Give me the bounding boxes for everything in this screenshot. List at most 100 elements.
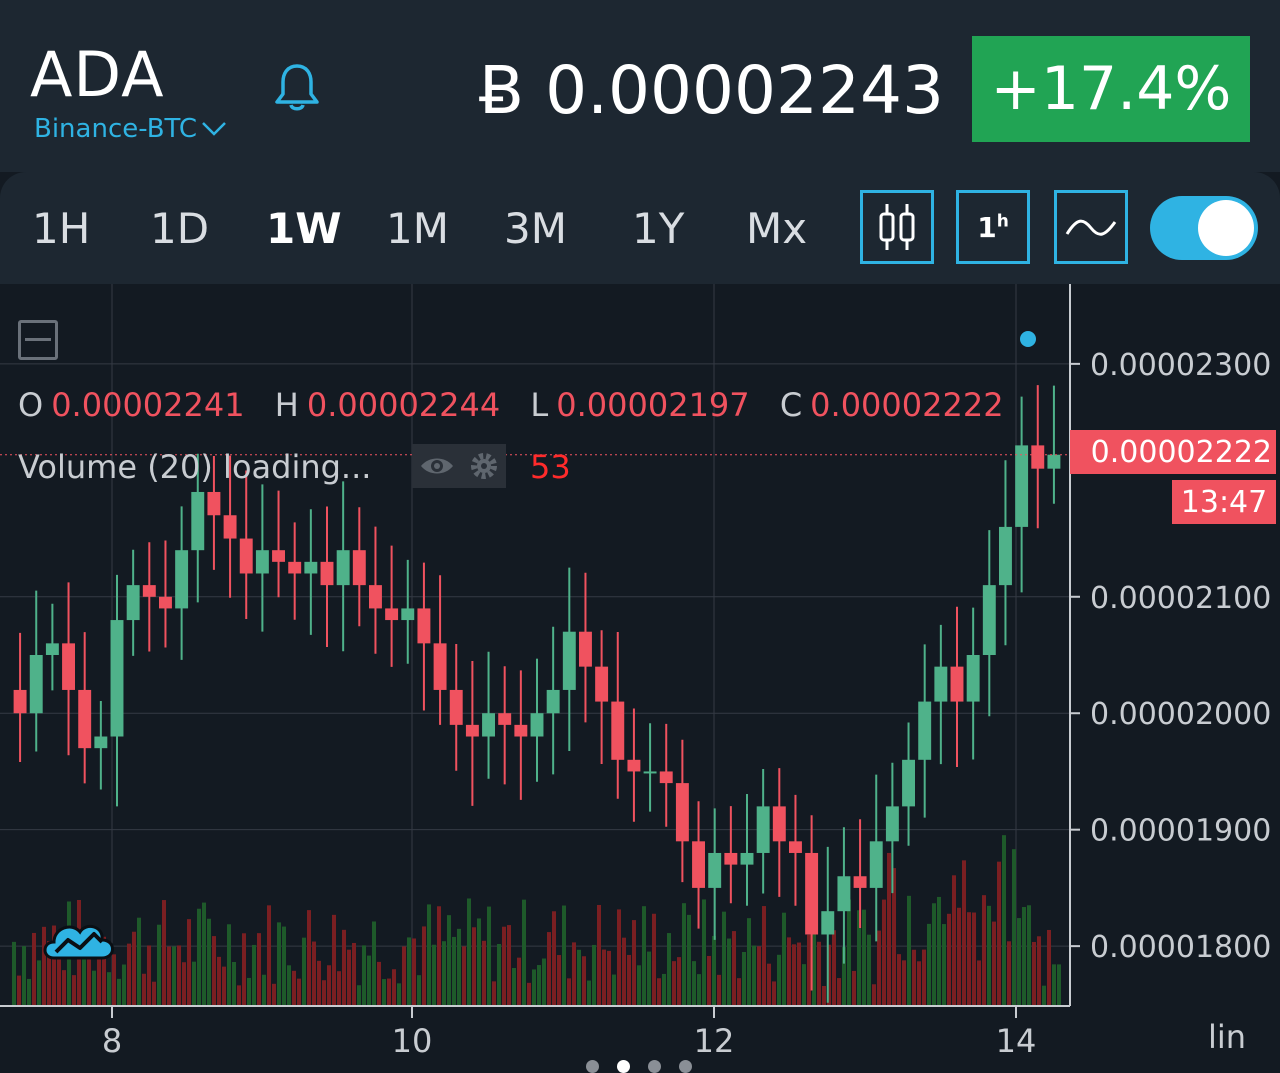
candle-body xyxy=(837,876,851,912)
volume-bar xyxy=(317,960,321,1006)
candle-countdown: 13:47 xyxy=(1172,480,1276,524)
candle-body xyxy=(724,852,738,865)
scale-mode-toggle[interactable]: lin xyxy=(1208,1018,1247,1056)
volume-bar xyxy=(337,971,341,1006)
y-tick-label: 0.00002300 xyxy=(1090,348,1271,383)
page-indicator xyxy=(586,1060,692,1073)
volume-bar xyxy=(512,967,516,1006)
page-dot[interactable] xyxy=(586,1060,599,1073)
volume-bar xyxy=(712,935,716,1006)
volume-bar xyxy=(877,930,881,1006)
y-tick-label: 0.00002100 xyxy=(1090,581,1271,616)
volume-bar xyxy=(87,925,91,1006)
volume-bar xyxy=(497,943,501,1006)
volume-bar xyxy=(847,899,851,1006)
volume-bar xyxy=(342,929,346,1006)
tab-3m[interactable]: 3M xyxy=(504,204,567,253)
volume-bar xyxy=(287,965,291,1006)
chevron-down-icon xyxy=(202,122,226,136)
candle-body xyxy=(1015,445,1029,527)
volume-bar xyxy=(132,931,136,1006)
tab-1m[interactable]: 1M xyxy=(386,204,449,253)
volume-bar xyxy=(897,954,901,1006)
price-chart[interactable]: 0.00002300 0.00002100 0.00002000 0.00001900… xyxy=(0,284,1280,1073)
tab-1d[interactable]: 1D xyxy=(150,204,210,253)
volume-bar xyxy=(592,944,596,1006)
candle-body xyxy=(62,643,75,690)
volume-bar xyxy=(227,924,231,1006)
volume-bar xyxy=(237,985,241,1006)
volume-bar xyxy=(972,912,976,1006)
tab-1h[interactable]: 1H xyxy=(32,204,91,253)
exchange-selector[interactable]: Binance-BTC xyxy=(34,114,227,144)
volume-bar xyxy=(1022,907,1026,1006)
volume-bar xyxy=(872,984,876,1006)
volume-bar xyxy=(667,933,671,1006)
candle-body xyxy=(789,841,802,853)
volume-bar xyxy=(937,896,941,1006)
volume-bar xyxy=(912,949,916,1006)
volume-bar xyxy=(507,925,511,1006)
volume-bar xyxy=(407,937,411,1006)
candle-body xyxy=(772,806,786,842)
volume-bar xyxy=(252,944,256,1006)
candle-body xyxy=(78,689,92,749)
volume-bar xyxy=(12,941,16,1006)
low-value: 0.00002197 xyxy=(556,386,750,424)
volume-bar xyxy=(167,946,171,1006)
volume-bar xyxy=(607,950,611,1006)
candle-body xyxy=(675,783,689,842)
volume-bar xyxy=(422,926,426,1006)
header: ADA Binance-BTC Ƀ 0.00002243 +17.4% xyxy=(0,0,1280,172)
collapse-legend-button[interactable] xyxy=(18,320,58,360)
volume-bar xyxy=(352,942,356,1006)
volume-bar xyxy=(672,961,676,1006)
eye-icon[interactable] xyxy=(419,454,455,478)
tab-1w[interactable]: 1W xyxy=(266,204,342,253)
tab-1y[interactable]: 1Y xyxy=(632,204,685,253)
volume-bar xyxy=(152,981,156,1006)
chart-toggle[interactable] xyxy=(1150,196,1258,260)
volume-bar xyxy=(477,918,481,1006)
interval-button[interactable]: 1h xyxy=(956,190,1030,264)
high-value: 0.00002244 xyxy=(306,386,501,424)
volume-bar xyxy=(27,978,31,1006)
chart-area[interactable]: 0.00002300 0.00002100 0.00002000 0.00001900… xyxy=(0,284,1280,1073)
candle-body xyxy=(982,585,996,655)
volume-value: 53 xyxy=(530,448,571,486)
volume-bar xyxy=(112,954,116,1006)
volume-bar xyxy=(92,970,96,1006)
current-price-label: 0.00002222 xyxy=(1070,430,1276,474)
volume-bar xyxy=(302,937,306,1006)
volume-bar xyxy=(82,948,86,1006)
volume-bar xyxy=(857,910,861,1006)
volume-bar xyxy=(882,899,886,1006)
volume-bar xyxy=(622,937,626,1006)
page-dot[interactable] xyxy=(648,1060,661,1073)
volume-bar xyxy=(987,905,991,1006)
volume-bar xyxy=(392,969,396,1006)
candle-body xyxy=(449,689,463,725)
volume-bar xyxy=(702,899,706,1006)
volume-bar xyxy=(1007,941,1011,1006)
volume-bar xyxy=(212,936,216,1006)
volume-bar xyxy=(852,970,856,1006)
candlestick-type-button[interactable] xyxy=(860,190,934,264)
volume-bar xyxy=(347,949,351,1006)
candle-body xyxy=(934,666,948,702)
candle-body xyxy=(950,666,964,702)
volume-bar xyxy=(362,945,366,1006)
page-dot-active[interactable] xyxy=(617,1060,630,1073)
gear-icon[interactable] xyxy=(468,450,500,482)
volume-bar xyxy=(557,955,561,1006)
volume-bar xyxy=(257,933,261,1006)
candle-body xyxy=(175,550,189,609)
volume-bar xyxy=(802,964,806,1006)
tab-max[interactable]: Mx xyxy=(746,204,808,253)
volume-bar xyxy=(697,974,701,1006)
bell-icon[interactable] xyxy=(270,60,324,114)
indicator-button[interactable] xyxy=(1054,190,1128,264)
page-dot[interactable] xyxy=(679,1060,692,1073)
candle-body xyxy=(385,608,399,621)
volume-bar xyxy=(612,974,616,1006)
